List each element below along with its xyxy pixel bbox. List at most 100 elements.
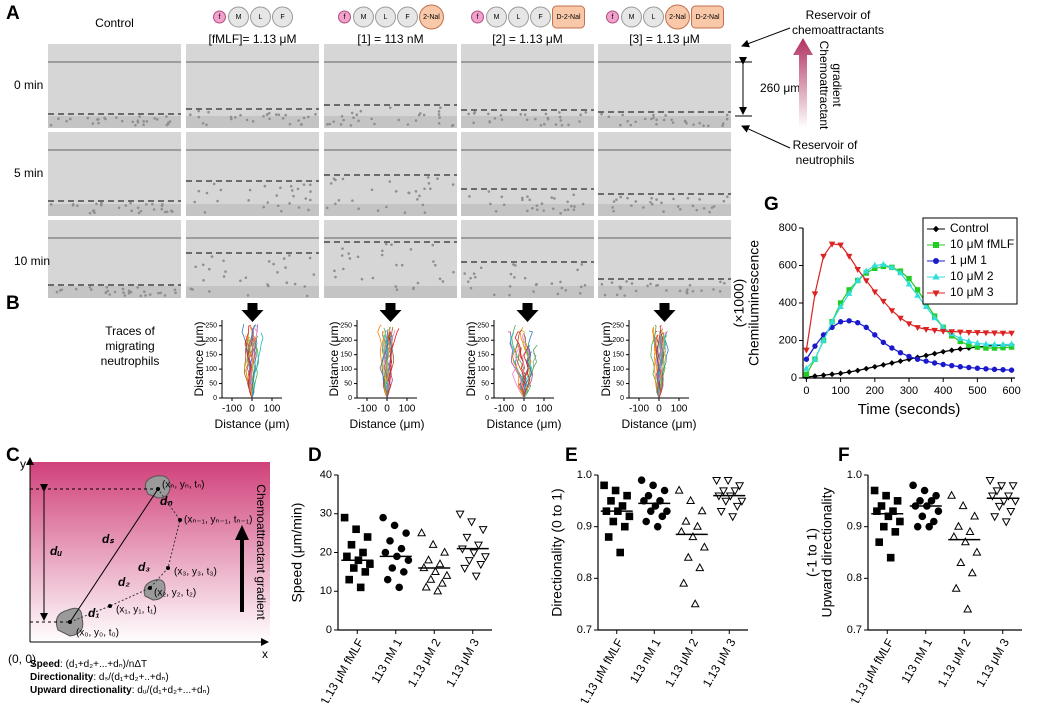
trace: [512, 345, 525, 399]
column-label: Control: [95, 16, 134, 30]
cell: [508, 285, 512, 288]
marker: [623, 491, 631, 500]
cell: [532, 290, 535, 293]
cell: [718, 290, 722, 293]
cell: [297, 119, 300, 122]
cell: [371, 276, 375, 280]
cell: [722, 282, 726, 285]
marker: [663, 507, 671, 515]
cell: [564, 288, 568, 292]
cell: [403, 211, 407, 215]
cell: [290, 189, 294, 192]
cell: [546, 116, 550, 120]
cell: [203, 211, 207, 214]
micrograph: [461, 44, 594, 128]
cell: [297, 206, 301, 209]
marker: [837, 242, 844, 249]
waypoint: [108, 604, 112, 608]
y-tick-label: 50: [344, 380, 352, 387]
cell: [695, 208, 699, 212]
y-axis-label: Directionality (0 to 1): [549, 488, 565, 616]
waypoint: [178, 518, 182, 522]
marker: [658, 512, 667, 521]
cell: [523, 113, 527, 116]
cell: [678, 289, 682, 293]
micrograph: [461, 220, 594, 298]
marker: [871, 289, 879, 296]
cell: [189, 287, 193, 291]
residue: [471, 10, 484, 24]
marker: [811, 291, 819, 298]
cell: [160, 207, 164, 211]
marker: [723, 477, 733, 486]
marker: [467, 518, 477, 527]
annotation: chemoattractants: [792, 23, 884, 37]
marker: [732, 502, 742, 511]
x-tick-label: -100: [222, 404, 242, 415]
cell: [385, 205, 388, 209]
cell: [302, 183, 306, 186]
cell: [143, 290, 146, 293]
cell: [212, 182, 216, 186]
marker: [616, 548, 625, 557]
point-label: (xₙ, yₙ, tₙ): [162, 480, 205, 491]
marker: [395, 583, 404, 592]
cell: [473, 275, 477, 279]
trace: [249, 328, 258, 399]
cell: [103, 116, 106, 120]
cell: [124, 204, 128, 207]
x-axis-label: Time (seconds): [858, 401, 961, 418]
marker: [906, 275, 912, 282]
cell: [312, 273, 316, 276]
cell: [314, 113, 317, 116]
down-arrow: [653, 303, 676, 322]
marker: [999, 330, 1007, 337]
cell: [370, 188, 374, 192]
residue: [621, 6, 642, 28]
cell: [69, 117, 72, 121]
marker: [891, 528, 900, 536]
cell: [370, 117, 373, 121]
cell: [348, 257, 352, 260]
marker: [957, 334, 964, 341]
marker: [366, 560, 374, 568]
cell: [307, 115, 310, 119]
cell: [542, 209, 545, 212]
term: Directionality: [30, 672, 94, 683]
cell: [266, 201, 270, 204]
marker: [699, 542, 709, 551]
x-axis-label: Distance (μm): [215, 417, 290, 431]
marker: [913, 522, 922, 531]
marker: [820, 253, 827, 260]
cell: [139, 209, 143, 213]
marker: [862, 267, 870, 274]
cell: [376, 209, 380, 212]
cell: [349, 124, 353, 127]
cell: [509, 272, 513, 276]
cell: [500, 118, 504, 121]
cell: [417, 113, 421, 117]
marker: [642, 517, 651, 526]
marker: [721, 497, 731, 506]
panel-label: G: [764, 194, 779, 215]
marker: [600, 481, 608, 490]
marker: [350, 564, 358, 572]
cell: [308, 198, 312, 202]
marker: [949, 532, 959, 541]
residue-label: F: [538, 14, 542, 21]
cell: [165, 210, 169, 214]
cell: [707, 124, 710, 128]
cell: [469, 276, 472, 280]
cell: [580, 263, 584, 266]
cell: [305, 294, 309, 298]
cell: [88, 285, 92, 289]
cell: [282, 257, 286, 260]
cell: [583, 284, 587, 287]
trace: [248, 332, 255, 399]
marker: [987, 492, 997, 501]
micrograph: [598, 132, 731, 216]
cell: [285, 281, 289, 285]
cell: [207, 267, 211, 271]
marker: [914, 287, 921, 293]
cell: [534, 117, 537, 121]
